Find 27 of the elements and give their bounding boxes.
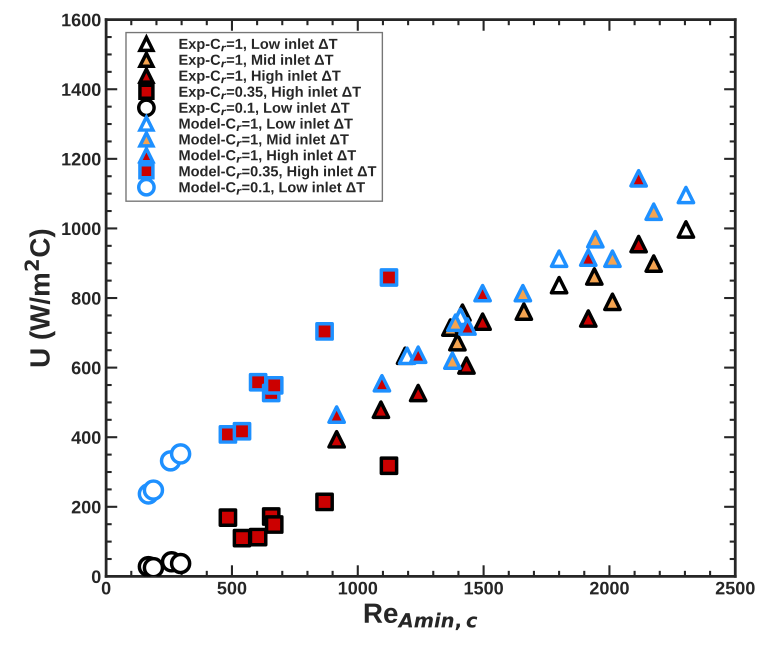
y-tick-label: 1200: [62, 152, 101, 166]
legend-label: Model-C$_{r}$=1, Low inlet ΔT: [179, 118, 353, 131]
y-axis-title: U (W/m$^{2}$C): [24, 230, 56, 366]
y-tick-label: 1600: [62, 14, 101, 26]
y-tick-label: 0: [92, 570, 101, 584]
y-tick-label: 400: [71, 431, 101, 444]
y-tick-label: 200: [72, 500, 101, 514]
y-tick-label: 1400: [62, 83, 101, 96]
legend-label: Exp-C$_{r}$=1, High inlet ΔT: [179, 70, 341, 84]
y-tick-label: 1000: [62, 222, 101, 236]
legend-label: Model-C$_{r}$=1, Mid inlet ΔT: [179, 134, 349, 147]
x-tick-label: 500: [217, 582, 246, 595]
x-tick-label: 2000: [590, 582, 629, 595]
y-tick-label: 800: [72, 292, 101, 305]
y-tick-label: 600: [72, 362, 101, 374]
x-tick-label: 1500: [464, 582, 503, 595]
legend-label: Exp-C$_{r}$=0.35, High inlet ΔT: [179, 86, 361, 100]
legend-label: Model-C$_{r}$=0.1, Low inlet ΔT: [179, 182, 365, 195]
x-tick-label: 1000: [338, 582, 378, 595]
legend-label: Exp-C$_{r}$=1, Low inlet ΔT: [179, 38, 338, 52]
legend-label: Exp-C$_{r}$=1, Mid inlet ΔT: [179, 54, 334, 68]
x-axis-title: Re$_{Amin,c}$: [364, 604, 478, 630]
legend-label: Model-C$_{r}$=0.35, High inlet ΔT: [179, 166, 376, 180]
x-tick-label: 0: [102, 582, 110, 595]
legend-label: Exp-C$_{r}$=0.1, Low inlet ΔT: [179, 102, 350, 116]
x-tick-label: 2500: [716, 582, 755, 595]
legend-label: Model-C$_{r}$=1, High inlet ΔT: [179, 150, 356, 164]
